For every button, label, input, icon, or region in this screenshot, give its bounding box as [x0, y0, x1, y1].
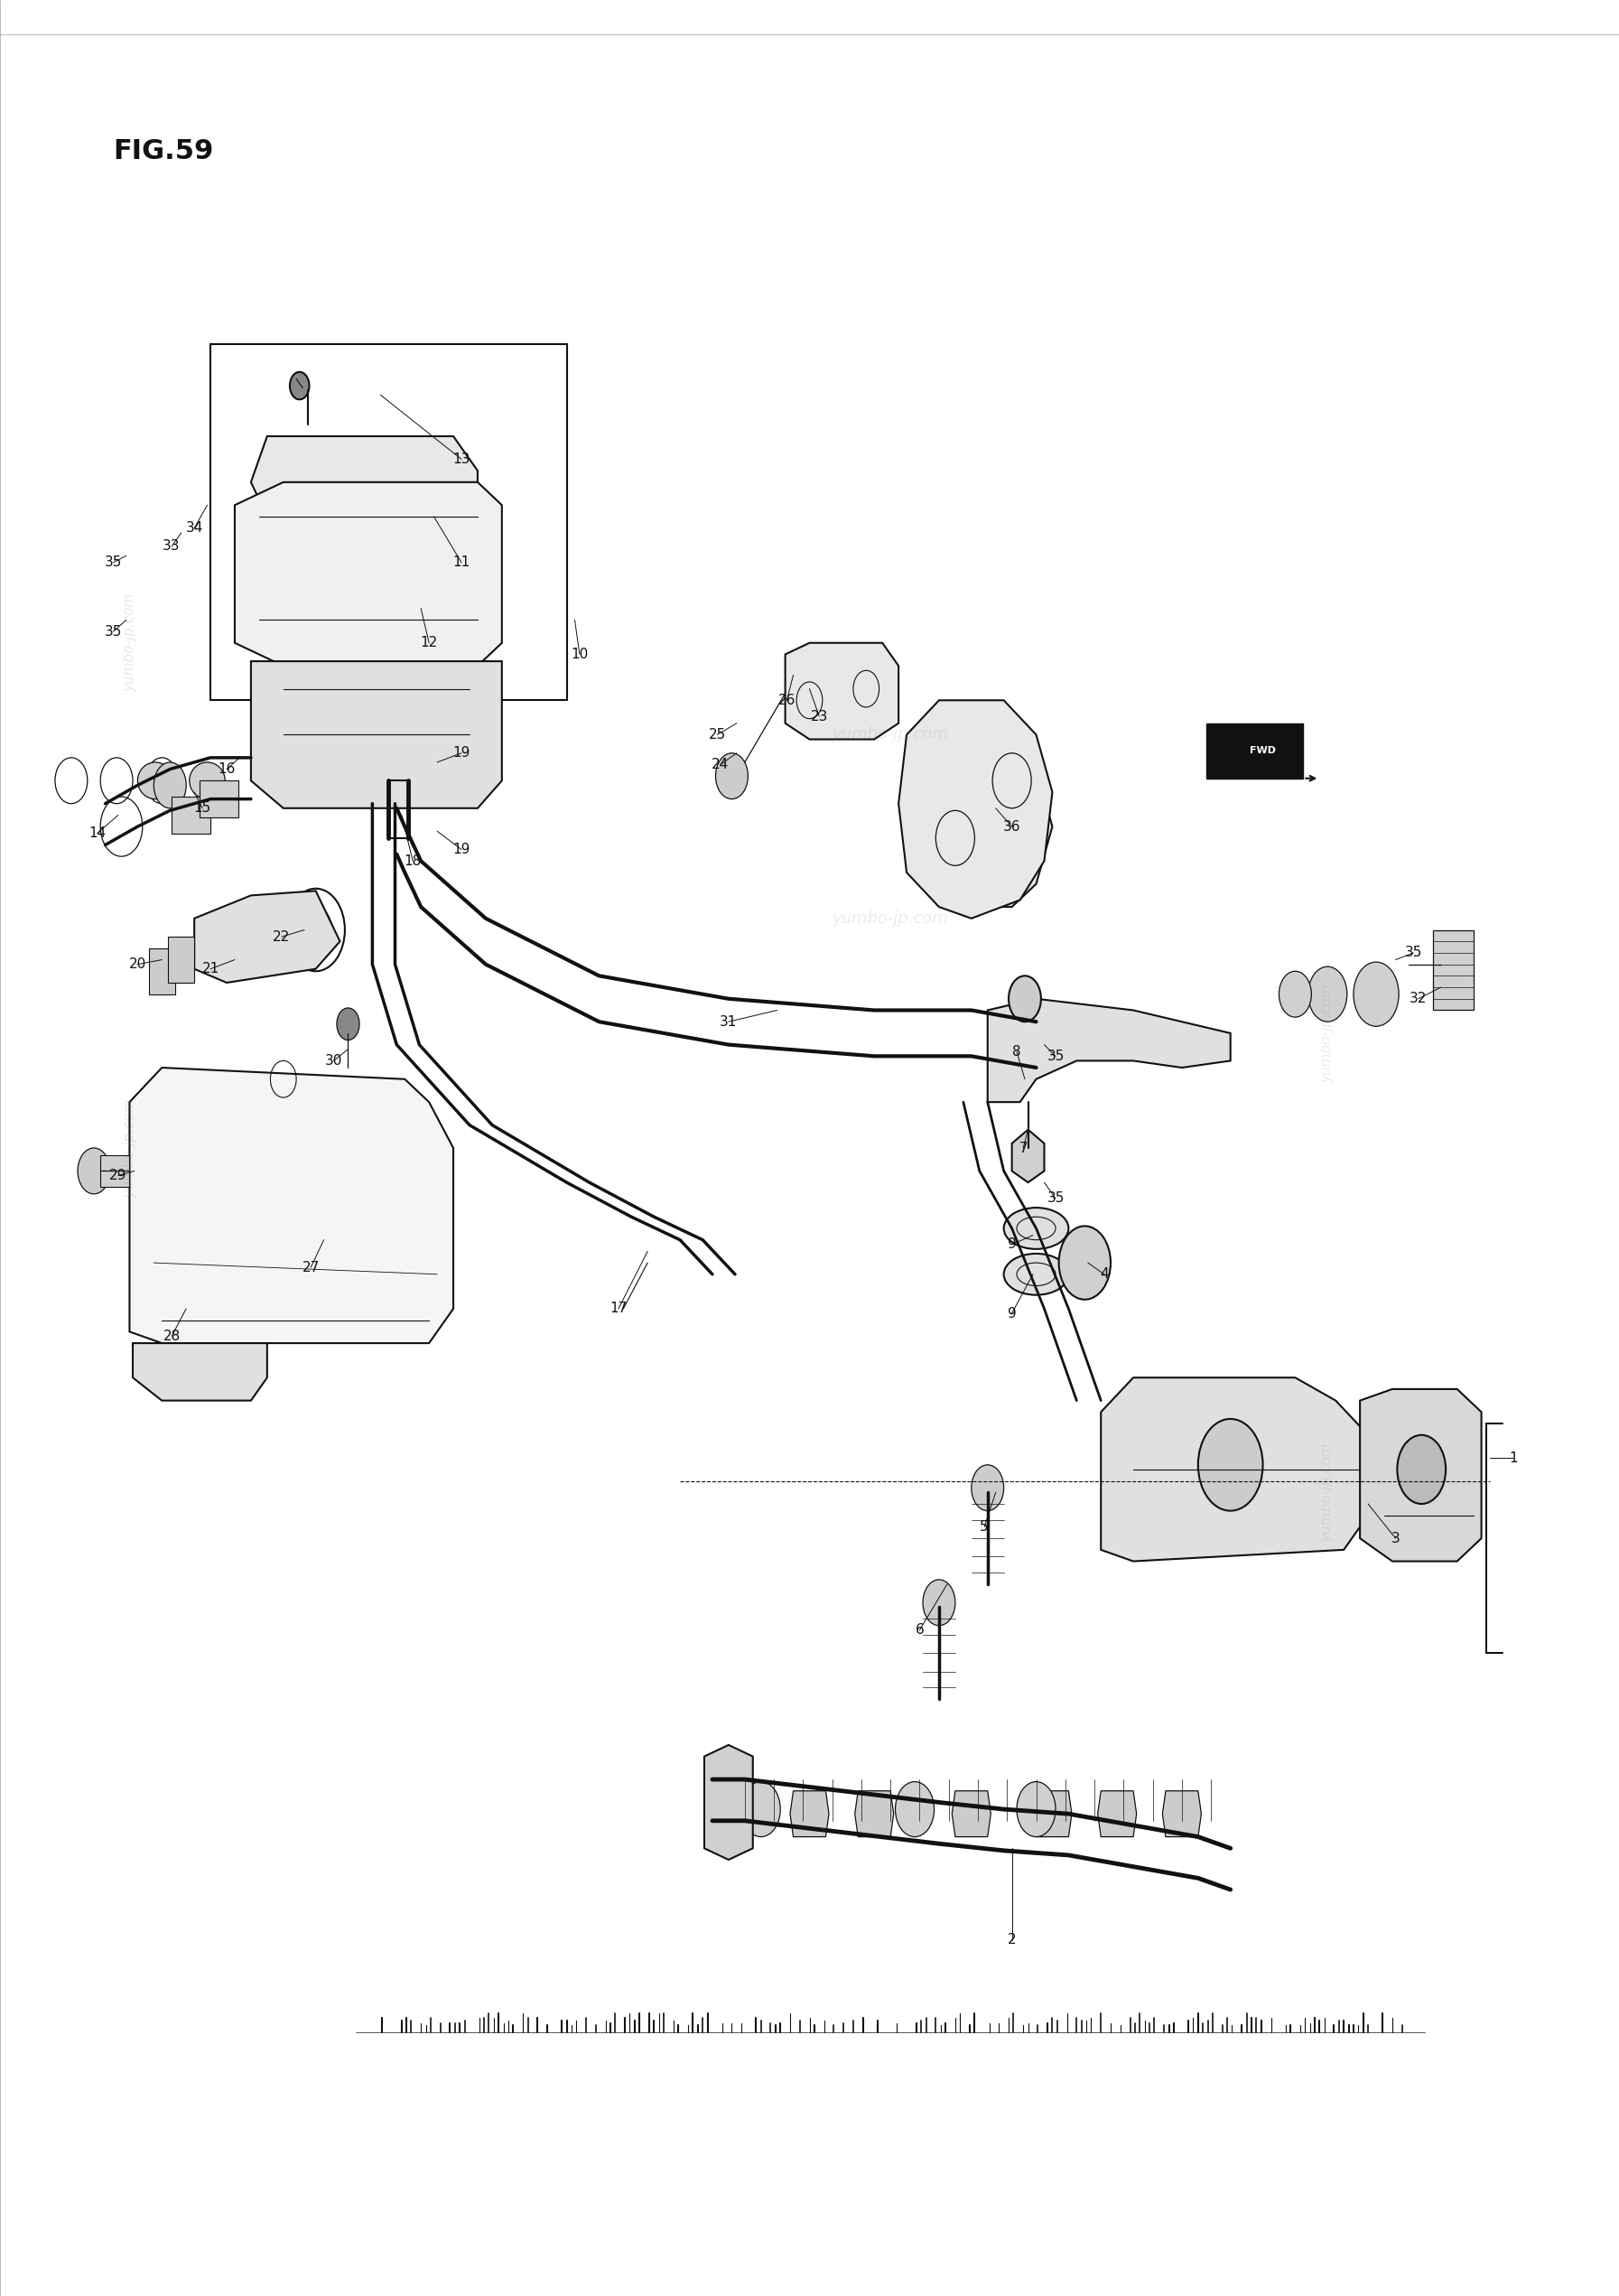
Circle shape	[716, 753, 748, 799]
Polygon shape	[199, 781, 238, 817]
Polygon shape	[235, 482, 502, 666]
Text: 30: 30	[325, 1054, 342, 1068]
Circle shape	[1009, 976, 1041, 1022]
Circle shape	[1059, 1226, 1111, 1300]
Ellipse shape	[1004, 1254, 1069, 1295]
Text: FWD: FWD	[1250, 746, 1276, 755]
Circle shape	[923, 1580, 955, 1626]
Polygon shape	[855, 1791, 894, 1837]
Text: 8: 8	[1012, 1045, 1022, 1058]
Circle shape	[154, 762, 186, 808]
Polygon shape	[923, 746, 1052, 907]
Bar	[210, 344, 567, 700]
Text: 27: 27	[303, 1261, 319, 1274]
Polygon shape	[1098, 1791, 1137, 1837]
Text: 17: 17	[610, 1302, 627, 1316]
Polygon shape	[1162, 1791, 1201, 1837]
Text: 26: 26	[779, 693, 795, 707]
Text: yumbo-jp.com: yumbo-jp.com	[832, 909, 949, 928]
Text: 23: 23	[811, 709, 827, 723]
Text: 2: 2	[1007, 1933, 1017, 1947]
Polygon shape	[172, 797, 210, 833]
Text: 24: 24	[712, 758, 729, 771]
Polygon shape	[149, 948, 175, 994]
Text: 35: 35	[105, 556, 121, 569]
Circle shape	[1308, 967, 1347, 1022]
Text: FIG.59: FIG.59	[113, 138, 214, 163]
Ellipse shape	[138, 762, 173, 799]
Text: 28: 28	[164, 1329, 180, 1343]
Text: 12: 12	[421, 636, 437, 650]
Circle shape	[290, 372, 309, 400]
Polygon shape	[251, 661, 502, 808]
Text: 35: 35	[1405, 946, 1421, 960]
Text: 16: 16	[219, 762, 235, 776]
Text: 13: 13	[453, 452, 470, 466]
Polygon shape	[952, 1791, 991, 1837]
Text: 15: 15	[194, 801, 210, 815]
Polygon shape	[790, 1791, 829, 1837]
Text: yumbo-jp.com: yumbo-jp.com	[832, 726, 949, 744]
Polygon shape	[194, 891, 340, 983]
Text: 18: 18	[405, 854, 421, 868]
Text: yumbo-jp.com: yumbo-jp.com	[1321, 1442, 1334, 1543]
Text: 4: 4	[1099, 1267, 1109, 1281]
Bar	[1206, 723, 1303, 778]
Text: 36: 36	[1004, 820, 1020, 833]
Text: 14: 14	[89, 827, 105, 840]
Circle shape	[78, 1148, 110, 1194]
Text: yumbo-jp.com: yumbo-jp.com	[123, 592, 136, 693]
Text: 33: 33	[164, 540, 180, 553]
Text: 35: 35	[1047, 1049, 1064, 1063]
Text: 21: 21	[202, 962, 219, 976]
Circle shape	[1353, 962, 1399, 1026]
Polygon shape	[133, 1343, 267, 1401]
Text: yumbo-jp.com: yumbo-jp.com	[1321, 983, 1334, 1084]
Text: 29: 29	[110, 1169, 126, 1182]
Circle shape	[1279, 971, 1311, 1017]
Text: 22: 22	[274, 930, 290, 944]
Circle shape	[1397, 1435, 1446, 1504]
Polygon shape	[988, 999, 1230, 1102]
Text: 19: 19	[453, 843, 470, 856]
Circle shape	[1198, 1419, 1263, 1511]
Circle shape	[1017, 1782, 1056, 1837]
Text: 34: 34	[186, 521, 202, 535]
Text: 31: 31	[720, 1015, 737, 1029]
Text: 9: 9	[1007, 1238, 1017, 1251]
Circle shape	[895, 1782, 934, 1837]
Text: 9: 9	[1007, 1306, 1017, 1320]
Text: 35: 35	[105, 625, 121, 638]
Circle shape	[337, 1008, 359, 1040]
Polygon shape	[1433, 930, 1473, 1010]
Polygon shape	[251, 436, 478, 517]
Circle shape	[971, 1465, 1004, 1511]
Text: 35: 35	[1047, 1192, 1064, 1205]
Text: 11: 11	[453, 556, 470, 569]
Ellipse shape	[189, 762, 225, 799]
Circle shape	[742, 1782, 780, 1837]
Ellipse shape	[1004, 1208, 1069, 1249]
Text: 1: 1	[1509, 1451, 1519, 1465]
Polygon shape	[1012, 1130, 1044, 1182]
Polygon shape	[785, 643, 899, 739]
Text: 3: 3	[1391, 1531, 1400, 1545]
Text: 6: 6	[915, 1623, 924, 1637]
Text: 20: 20	[130, 957, 146, 971]
Polygon shape	[1033, 1791, 1072, 1837]
Text: 10: 10	[572, 647, 588, 661]
Text: 19: 19	[453, 746, 470, 760]
Text: 7: 7	[1018, 1141, 1028, 1155]
Polygon shape	[899, 700, 1052, 918]
Polygon shape	[704, 1745, 753, 1860]
Polygon shape	[130, 1068, 453, 1343]
Text: 25: 25	[709, 728, 725, 742]
Polygon shape	[1360, 1389, 1481, 1561]
Polygon shape	[1101, 1378, 1368, 1561]
Polygon shape	[168, 937, 194, 983]
Polygon shape	[100, 1155, 130, 1187]
Text: yumbo-jp.com: yumbo-jp.com	[123, 1097, 136, 1199]
Text: 5: 5	[979, 1520, 989, 1534]
Text: 32: 32	[1410, 992, 1426, 1006]
